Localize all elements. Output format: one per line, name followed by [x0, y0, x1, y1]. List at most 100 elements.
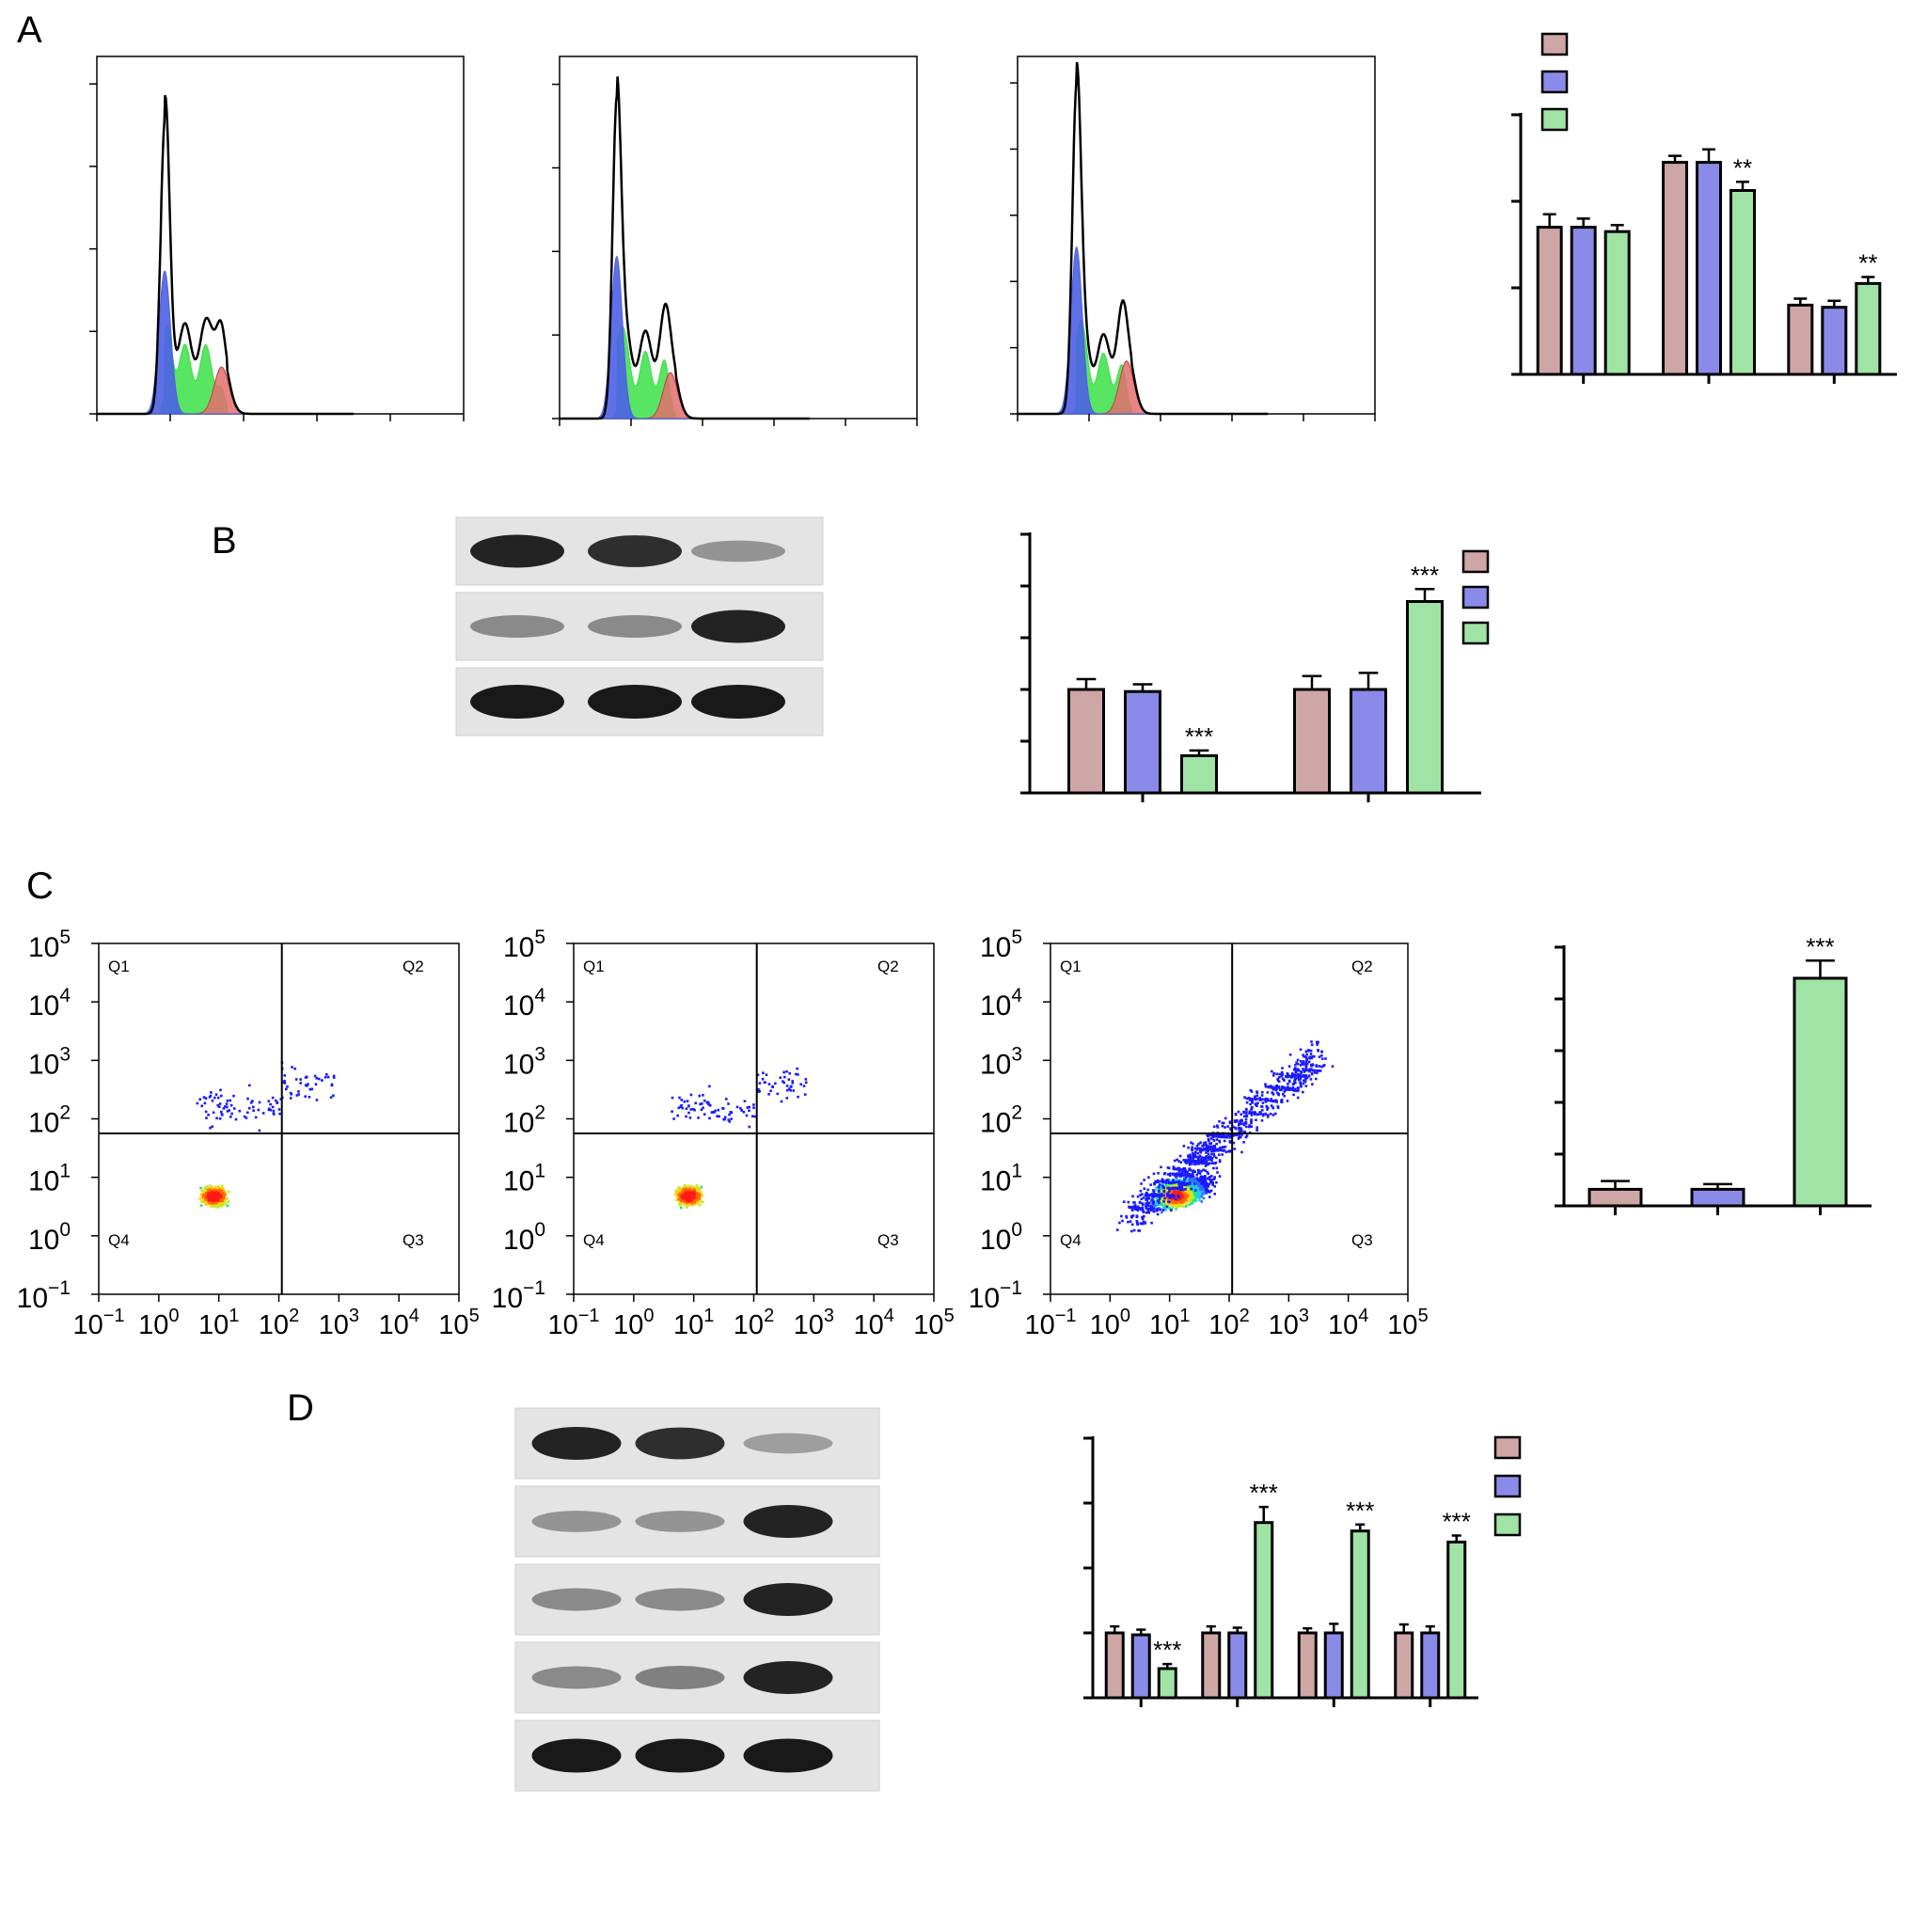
event-dot [215, 1205, 219, 1209]
event-dot [226, 1197, 229, 1200]
quadrant-name: Q3 [877, 1231, 899, 1249]
event-dot [1287, 1083, 1289, 1085]
event-dot [783, 1075, 786, 1079]
event-dot [211, 1186, 214, 1190]
event-dot [1295, 1069, 1299, 1071]
event-dot [1189, 1173, 1192, 1177]
event-dot [685, 1115, 687, 1118]
event-dot [1156, 1197, 1159, 1201]
event-dot [689, 1203, 693, 1207]
event-dot [698, 1188, 702, 1191]
event-dot [209, 1204, 213, 1207]
event-dot [321, 1079, 324, 1082]
event-dot [685, 1201, 688, 1205]
event-dot [1186, 1171, 1189, 1174]
event-dot [1159, 1208, 1162, 1211]
panel-letter-c: C [26, 865, 54, 907]
event-dot [1215, 1180, 1218, 1184]
bar-control [1662, 161, 1688, 376]
event-dot [1203, 1185, 1206, 1188]
quadrant-name: Q2 [403, 958, 424, 975]
event-dot [227, 1190, 230, 1194]
event-dot [687, 1202, 690, 1206]
event-dot [1302, 1068, 1304, 1070]
event-dot [219, 1088, 222, 1092]
event-dot [787, 1087, 791, 1091]
event-dot [210, 1189, 213, 1193]
event-dot [791, 1082, 795, 1085]
event-dot [722, 1117, 725, 1121]
bar-sh-mnx1 [1729, 189, 1756, 376]
histogram-1 [552, 55, 918, 426]
event-dot [213, 1096, 216, 1100]
event-dot [683, 1191, 687, 1194]
event-dot [1190, 1180, 1193, 1183]
histogram-2 [1010, 55, 1376, 421]
event-dot [692, 1199, 695, 1203]
event-dot [767, 1093, 770, 1096]
event-dot [1178, 1193, 1181, 1196]
event-dot [1193, 1170, 1196, 1173]
event-dot [209, 1094, 213, 1098]
event-dot [208, 1189, 211, 1193]
event-dot [1300, 1070, 1303, 1074]
event-dot [1140, 1182, 1143, 1185]
x-tick-label: 102 [259, 1306, 299, 1340]
event-dot [1178, 1204, 1182, 1208]
event-dot [1209, 1180, 1212, 1184]
quadrant-name: Q1 [583, 958, 605, 975]
bar-control [1787, 303, 1814, 376]
event-dot [690, 1192, 693, 1196]
event-dot [785, 1085, 789, 1087]
x-tick-label: 100 [613, 1306, 654, 1340]
event-dot [1170, 1184, 1174, 1188]
event-dot [1164, 1195, 1167, 1197]
event-dot [693, 1196, 696, 1198]
event-dot [792, 1089, 796, 1092]
event-dot [1145, 1204, 1147, 1208]
event-dot [678, 1200, 682, 1204]
event-dot [752, 1103, 755, 1106]
event-dot [1296, 1096, 1300, 1100]
event-dot [1243, 1131, 1246, 1134]
event-dot [211, 1100, 214, 1102]
event-dot [214, 1198, 218, 1201]
event-dot [681, 1202, 684, 1205]
event-dot [295, 1094, 299, 1097]
event-dot [1206, 1177, 1209, 1180]
significance-marker: *** [1806, 932, 1834, 960]
event-dot [1317, 1069, 1319, 1072]
event-dot [1192, 1196, 1195, 1199]
event-dot [1287, 1075, 1291, 1078]
event-dot [276, 1101, 278, 1104]
event-dot [1177, 1191, 1180, 1194]
event-dot [1170, 1207, 1174, 1211]
event-dot [685, 1192, 687, 1196]
event-dot [702, 1200, 704, 1204]
event-dot [1294, 1070, 1298, 1074]
event-dot [1178, 1197, 1181, 1200]
event-dot [779, 1076, 782, 1079]
event-dot [1158, 1207, 1161, 1210]
event-dot [1245, 1125, 1248, 1129]
event-dot [218, 1188, 222, 1192]
event-dot [700, 1108, 703, 1112]
event-dot [1211, 1178, 1215, 1181]
event-dot [1175, 1194, 1178, 1196]
event-dot [1302, 1082, 1305, 1085]
event-dot [1163, 1193, 1167, 1196]
event-dot [681, 1194, 684, 1196]
event-dot [686, 1189, 689, 1192]
event-dot [219, 1201, 223, 1204]
event-dot [1183, 1179, 1186, 1181]
event-dot [219, 1196, 223, 1199]
event-dot [1152, 1172, 1156, 1176]
event-dot [1155, 1186, 1158, 1189]
event-dot [679, 1188, 682, 1191]
event-dot [1204, 1164, 1208, 1167]
bar-control [1297, 1631, 1318, 1700]
event-dot [1176, 1176, 1178, 1179]
event-dot [1218, 1153, 1221, 1156]
event-dot [1180, 1193, 1183, 1196]
